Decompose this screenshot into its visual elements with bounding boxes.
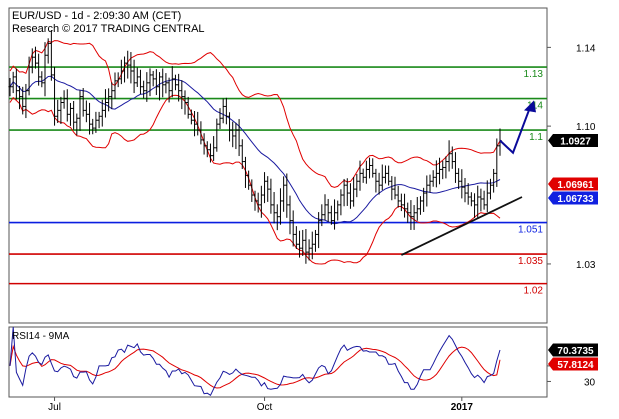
- level-label-4: 1.035: [518, 256, 543, 267]
- rsi-ma-line: [9, 344, 501, 389]
- price-badge-1-bg: [548, 177, 598, 191]
- rsi-line: [9, 326, 501, 397]
- rsi-badge-0-bg: [548, 343, 598, 357]
- horizontal-levels: 1.13 114 1.1 1.051 1.035 1.02: [9, 66, 547, 297]
- rsi-badge-1-bg: [548, 357, 598, 371]
- support-trendline: [400, 196, 523, 256]
- level-label-5: 1.02: [524, 286, 544, 297]
- value-badges: 1.0927 1.06961 1.06733 70.3735 57.8124: [548, 133, 598, 371]
- bollinger-upper: [9, 40, 501, 188]
- rsi-badge-1-label: 57.8124: [557, 360, 594, 371]
- forecast-arrow-head: [524, 100, 536, 113]
- level-label-1: 114: [527, 101, 543, 112]
- rsi-lines: [9, 326, 501, 397]
- forecast-arrow: [499, 107, 531, 155]
- rsi-tick-label-1: 30: [584, 377, 596, 388]
- chart-title: EUR/USD - 1d - 2:09:30 AM (CET): [12, 10, 181, 22]
- moving-average: [9, 75, 501, 225]
- price-panel: [8, 7, 548, 324]
- level-label-3: 1.051: [518, 225, 543, 236]
- x-tick-label-1: Oct: [257, 402, 273, 413]
- trendline-group: [400, 100, 536, 256]
- x-tick-label-0: Jul: [48, 402, 61, 413]
- y-tick-label-0: 1.14: [576, 43, 596, 54]
- level-label-0: 1.13: [524, 69, 544, 80]
- rsi-badge-0-label: 70.3735: [557, 346, 594, 357]
- rsi-panel: [8, 326, 548, 398]
- chart-subtitle: Research © 2017 TRADING CENTRAL: [12, 23, 205, 35]
- price-bars: [8, 30, 502, 264]
- price-badge-2-bg: [548, 191, 598, 205]
- price-badge-0-label: 1.0927: [560, 136, 591, 147]
- level-label-2: 1.1: [529, 132, 543, 143]
- y-tick-label-1: 1.10: [576, 122, 596, 133]
- price-badge-1-label: 1.06961: [557, 180, 594, 191]
- price-badge-0-bg: [548, 133, 598, 147]
- price-badge-2-label: 1.06733: [557, 194, 594, 205]
- y-tick-label-2: 1.03: [576, 260, 596, 271]
- rsi-label: RSI14 - 9MA: [12, 331, 70, 342]
- x-tick-label-2: 2017: [451, 402, 474, 413]
